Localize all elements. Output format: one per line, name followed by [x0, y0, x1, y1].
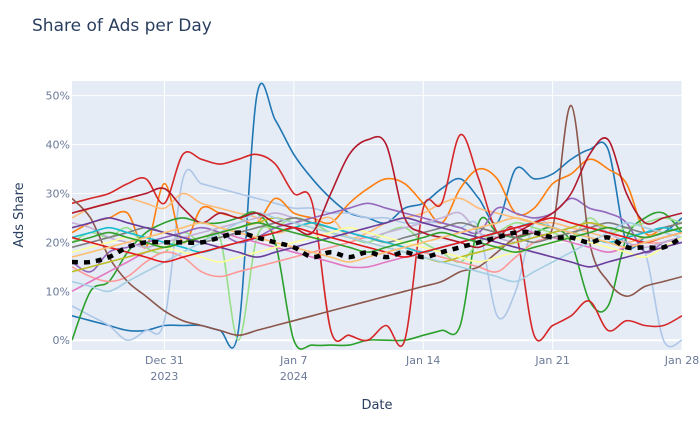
series-line-19 — [72, 217, 682, 268]
y-tick-label: 40% — [46, 139, 70, 152]
y-axis-title: Ads Share — [12, 182, 27, 247]
series-line-7 — [72, 133, 682, 347]
series-line-11 — [72, 104, 682, 337]
series-line-5 — [72, 211, 682, 350]
chart-title: Share of Ads per Day — [32, 16, 212, 36]
x-tick-year-label: 2023 — [150, 370, 178, 383]
x-tick-label: Dec 31 — [145, 354, 184, 367]
x-tick-label: Jan 28 — [664, 354, 699, 367]
y-tick-label: 10% — [46, 285, 70, 298]
y-tick-label: 50% — [46, 90, 70, 103]
series-line-16 — [72, 212, 682, 293]
x-tick-label: Jan 7 — [279, 354, 307, 367]
series-line-3 — [72, 158, 682, 249]
tick-labels: 0% 10% 20% 30% 40% 50% Dec 31 2023 Jan 7 2024 Jan … — [46, 90, 700, 383]
series-lines — [72, 82, 682, 350]
y-tick-label: 20% — [46, 236, 70, 249]
x-tick-year-label: 2024 — [280, 370, 308, 383]
x-axis-title: Date — [361, 398, 392, 413]
series-line-22 — [72, 222, 682, 253]
y-tick-label: 30% — [46, 187, 70, 200]
x-tick-label: Jan 14 — [405, 354, 440, 367]
y-tick-label: 0% — [53, 334, 70, 347]
series-line-17 — [72, 135, 682, 249]
series-line-18 — [72, 226, 682, 263]
average-series-line — [72, 229, 682, 265]
x-tick-label: Jan 21 — [534, 354, 569, 367]
